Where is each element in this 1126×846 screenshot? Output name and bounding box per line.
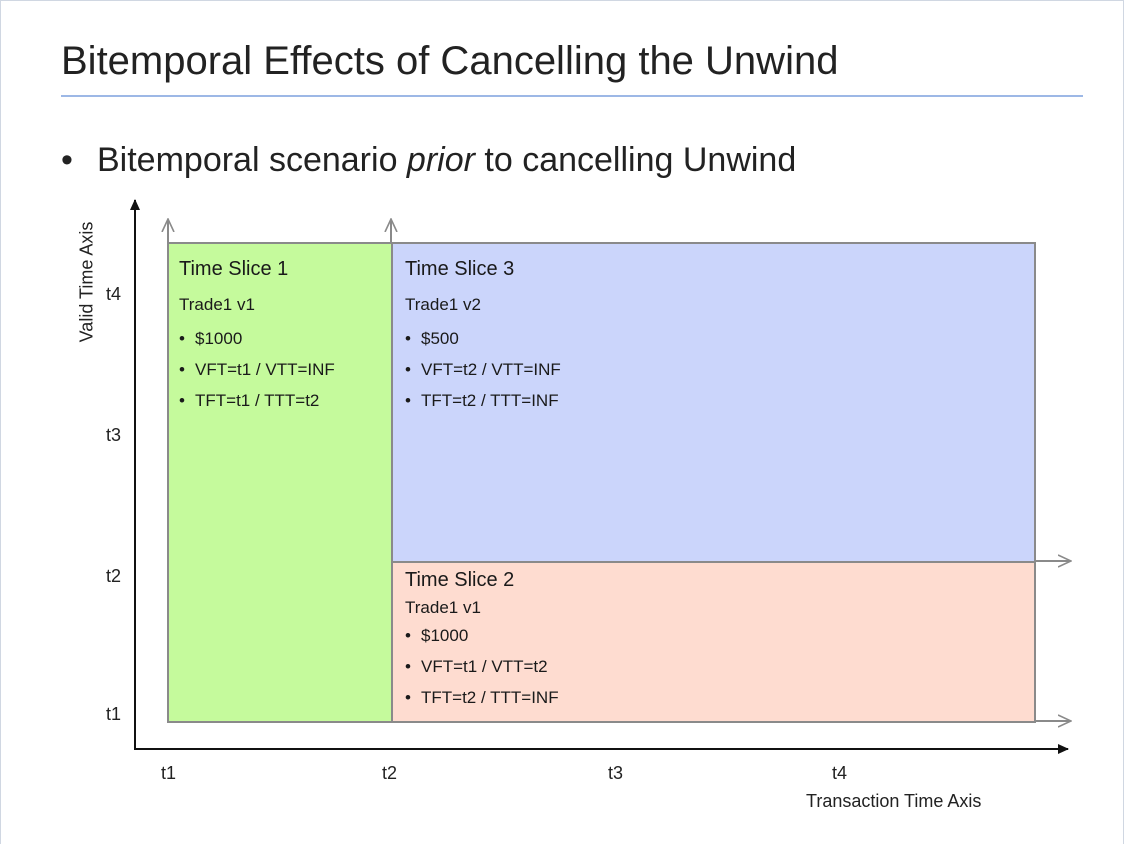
slice-trade: Trade1 v1 (405, 598, 481, 617)
y-tick-t2: t2 (106, 566, 122, 586)
time-slice-1: Time Slice 1 Trade1 v1 $1000 VFT=t1 / VT… (167, 242, 393, 723)
slice-title: Time Slice 2 (405, 569, 515, 591)
slice-detail-item: TFT=t1 / TTT=t2 (179, 385, 391, 416)
slice-title: Time Slice 3 (405, 258, 515, 280)
slice-detail-item: TFT=t2 / TTT=INF (405, 385, 1034, 416)
slice-detail-item: VFT=t1 / VTT=INF (179, 354, 391, 385)
x-tick-t4: t4 (832, 763, 848, 783)
bullet-prefix: Bitemporal scenario (97, 141, 407, 179)
time-slice-2: Time Slice 2 Trade1 v1 $1000 VFT=t1 / VT… (391, 561, 1036, 723)
slice-detail-item: $1000 (405, 620, 1034, 651)
slice-details: $1000 VFT=t1 / VTT=t2 TFT=t2 / TTT=INF (405, 620, 1034, 713)
slice-detail-item: $500 (405, 323, 1034, 354)
slice-title: Time Slice 1 (179, 258, 289, 280)
slide-title: Bitemporal Effects of Cancelling the Unw… (61, 39, 839, 83)
slice-detail-item: VFT=t1 / VTT=t2 (405, 651, 1034, 682)
y-tick-t1: t1 (106, 704, 122, 724)
slice-detail-item: TFT=t2 / TTT=INF (405, 682, 1034, 713)
slice-detail-item: VFT=t2 / VTT=INF (405, 354, 1034, 385)
y-tick-t4: t4 (106, 284, 122, 304)
slice-trade: Trade1 v2 (405, 295, 481, 314)
y-axis-label: Valid Time Axis (76, 221, 97, 343)
title-divider (61, 95, 1083, 97)
slice-details: $1000 VFT=t1 / VTT=INF TFT=t1 / TTT=t2 (179, 323, 391, 416)
y-tick-t3: t3 (106, 425, 122, 445)
x-axis-label: Transaction Time Axis (806, 791, 982, 811)
bullet-suffix: to cancelling Unwind (474, 141, 797, 179)
x-tick-t3: t3 (608, 763, 624, 783)
bullet-emphasis: prior (406, 141, 475, 179)
slice-detail-item: $1000 (179, 323, 391, 354)
time-slice-3: Time Slice 3 Trade1 v2 $500 VFT=t2 / VTT… (391, 242, 1036, 563)
slice-trade: Trade1 v1 (179, 295, 255, 314)
slice-details: $500 VFT=t2 / VTT=INF TFT=t2 / TTT=INF (405, 323, 1034, 416)
bullet-dot: • (61, 141, 73, 179)
x-tick-t1: t1 (161, 763, 177, 783)
bullet-point: • Bitemporal scenario prior to cancelling… (61, 141, 796, 180)
x-tick-t2: t2 (382, 763, 398, 783)
